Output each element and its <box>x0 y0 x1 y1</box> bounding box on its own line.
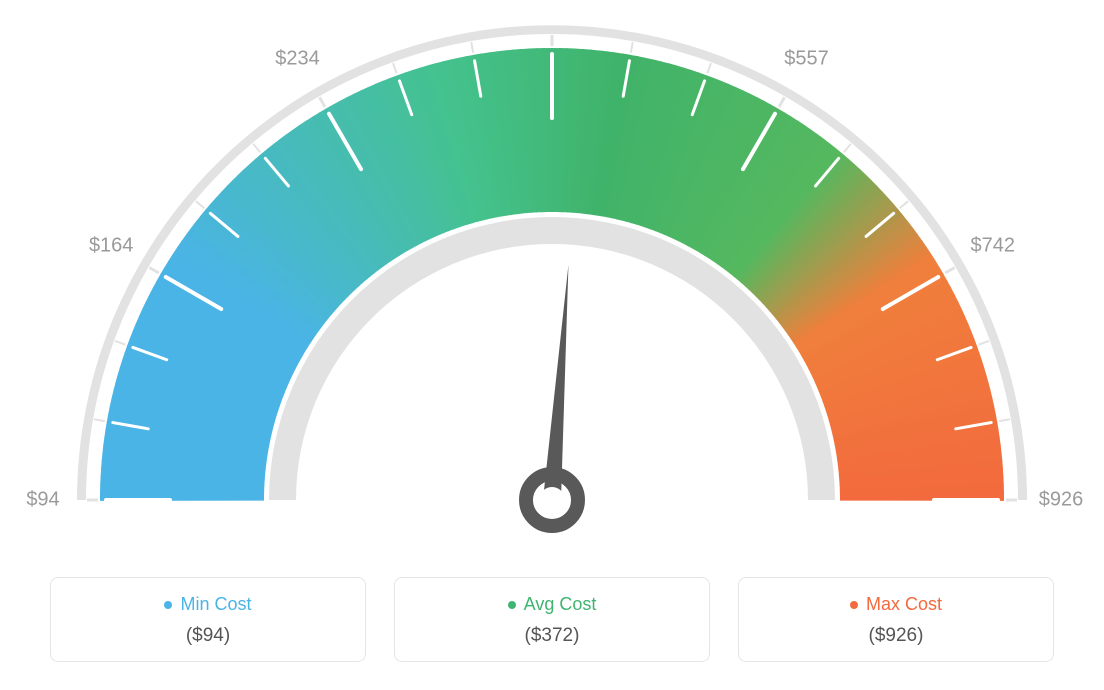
dot-min <box>164 601 172 609</box>
dot-max <box>850 601 858 609</box>
legend-avg-title: Avg Cost <box>405 594 699 615</box>
legend-min-label: Min Cost <box>180 594 251 614</box>
legend-min-value: ($94) <box>61 625 355 647</box>
legend-max-title: Max Cost <box>749 594 1043 615</box>
gauge-tick-label: $234 <box>275 48 320 71</box>
legend-avg-value: ($372) <box>405 625 699 647</box>
gauge-tick-label: $742 <box>971 234 1016 257</box>
legend-card-max: Max Cost ($926) <box>738 577 1054 662</box>
gauge-tick-label: $164 <box>89 234 134 257</box>
gauge-tick-label: $94 <box>26 489 59 512</box>
gauge-tick-label: $557 <box>784 48 829 71</box>
gauge-svg <box>0 0 1104 560</box>
legend-card-min: Min Cost ($94) <box>50 577 366 662</box>
legend-card-avg: Avg Cost ($372) <box>394 577 710 662</box>
gauge-tick-label: $372 <box>530 0 575 3</box>
legend-avg-label: Avg Cost <box>524 594 597 614</box>
legend-row: Min Cost ($94) Avg Cost ($372) Max Cost … <box>50 577 1054 662</box>
legend-min-title: Min Cost <box>61 594 355 615</box>
gauge-tick-label: $926 <box>1039 489 1084 512</box>
legend-max-value: ($926) <box>749 625 1043 647</box>
legend-max-label: Max Cost <box>866 594 942 614</box>
dot-avg <box>508 601 516 609</box>
cost-gauge-chart: $94 $164 $234 $372 $557 $742 $926 Min Cost ($9… <box>0 0 1104 690</box>
gauge-area: $94 $164 $234 $372 $557 $742 $926 <box>0 0 1104 560</box>
